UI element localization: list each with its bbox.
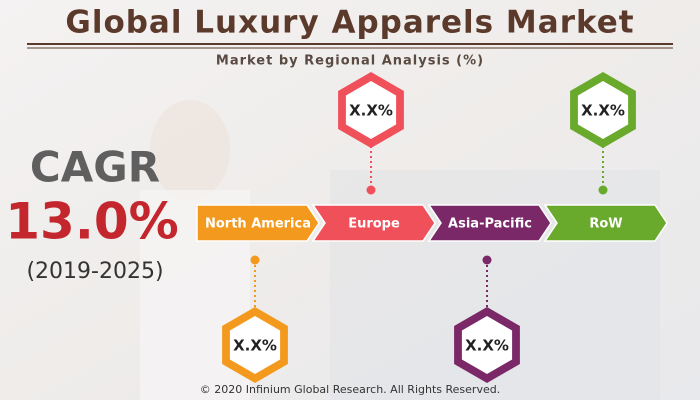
region-value: X.X% [233, 337, 277, 355]
region-name: Europe [348, 217, 400, 232]
region-value: X.X% [581, 102, 625, 120]
cagr-label: CAGR [30, 143, 160, 192]
region-name: Asia-Pacific [448, 217, 532, 232]
photo-figure [150, 100, 230, 200]
region-arrow [196, 204, 320, 242]
region-arrow [311, 204, 436, 242]
regions: North America X.X% Europe X.X% Asia-Pacific X… [196, 72, 668, 383]
title: Global Luxury Apparels Market [65, 5, 634, 41]
cagr-value: 13.0% [5, 193, 178, 251]
connector-dot [250, 255, 260, 265]
hexagon-inner [229, 316, 281, 374]
region-arrow [427, 204, 552, 242]
connector-dot [598, 185, 608, 195]
cagr-period: (2019-2025) [26, 259, 163, 284]
region-arrow [543, 204, 668, 242]
subtitle: Market by Regional Analysis (%) [216, 54, 484, 69]
connector-dot [366, 185, 376, 195]
region-name: RoW [589, 217, 622, 232]
hexagon-inner [461, 316, 513, 374]
hexagon-inner [577, 81, 629, 139]
hexagon-inner [345, 81, 397, 139]
footer: © 2020 Infinium Global Research. All Rig… [200, 383, 500, 396]
region-name: North America [205, 217, 311, 232]
region-value: X.X% [349, 102, 393, 120]
connector-dot [482, 255, 492, 265]
region-value: X.X% [465, 337, 509, 355]
